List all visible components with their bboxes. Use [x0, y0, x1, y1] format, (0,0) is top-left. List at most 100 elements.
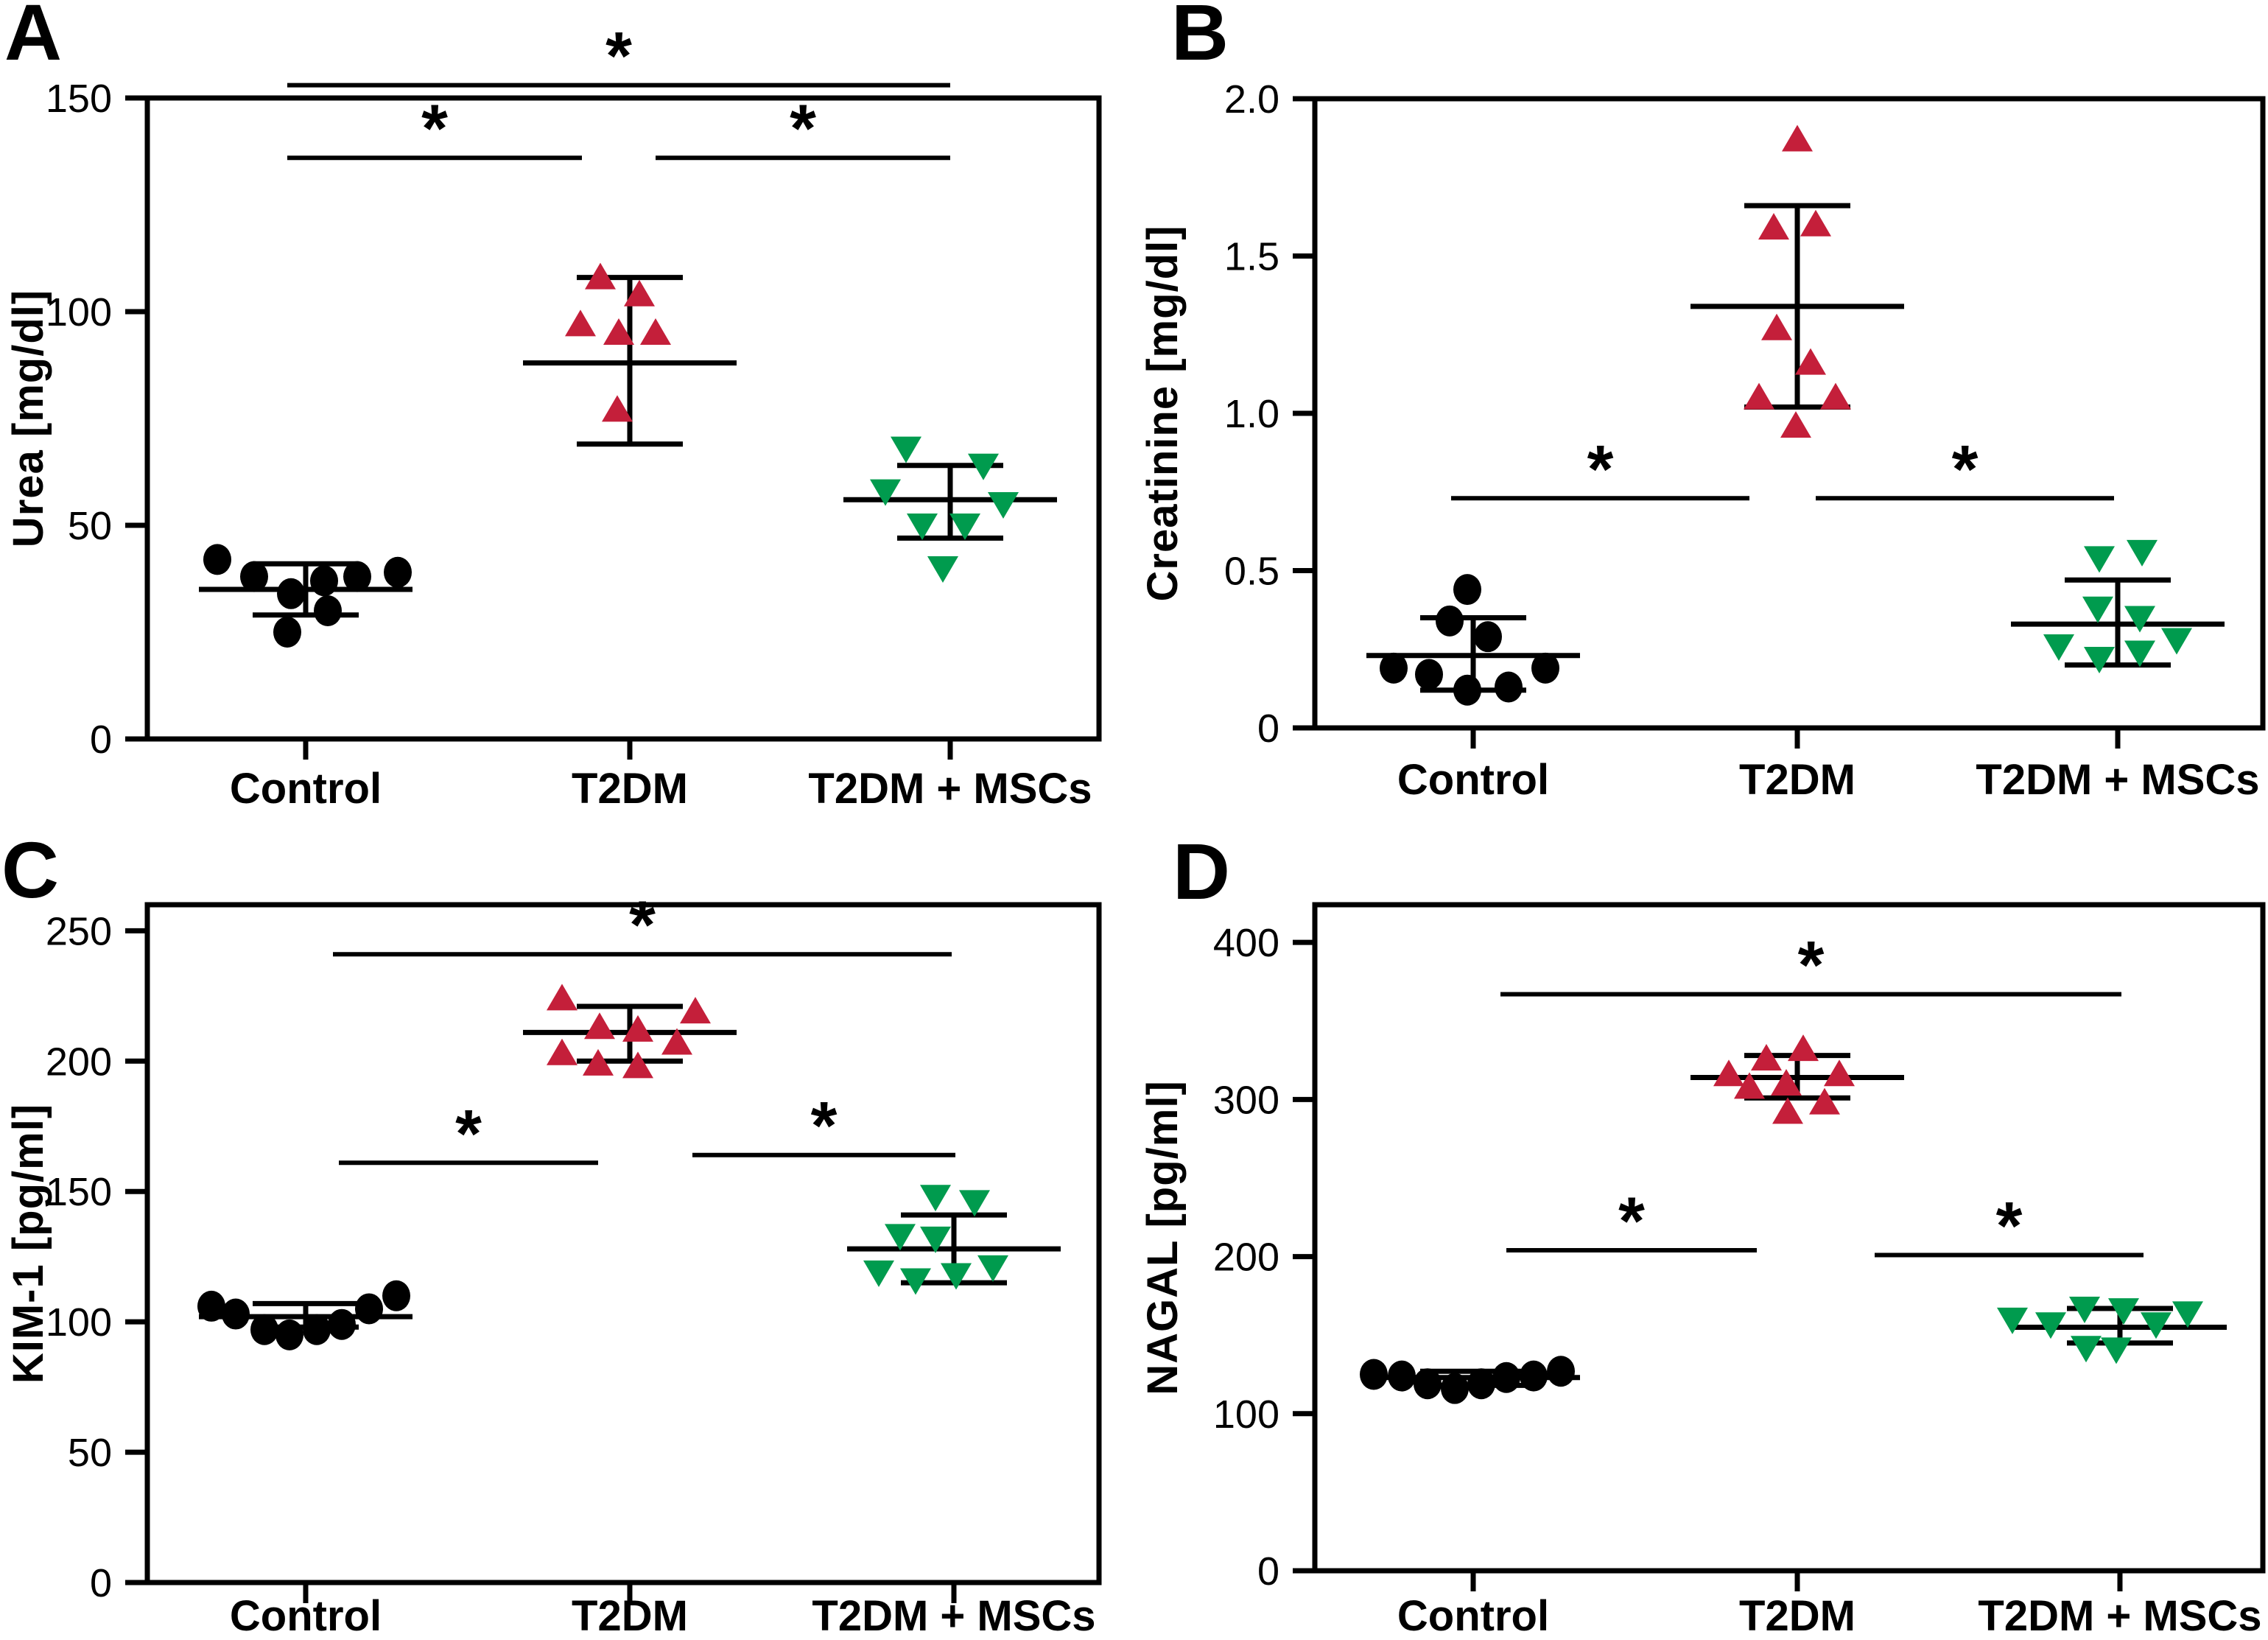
panel-c: C 0 50 100 150 200 250 KIM-1 [pg/ml] Control T2D…	[0, 820, 1134, 1640]
data-point-triangle-up	[1744, 382, 1774, 410]
sig-asterisk: *	[421, 91, 448, 167]
data-point-triangle-up	[547, 984, 577, 1011]
data-point-triangle-down	[870, 479, 901, 506]
sig-asterisk: *	[790, 91, 816, 167]
y-axis-title: NAGAL [pg/ml]	[1139, 1080, 1187, 1395]
data-point-triangle-down	[2108, 1298, 2139, 1325]
data-point-triangle-up	[602, 395, 633, 422]
data-point-triangle-down	[988, 492, 1019, 519]
data-point-circle	[303, 1314, 331, 1345]
data-point-circle	[222, 1298, 250, 1330]
data-point-circle	[1380, 652, 1408, 684]
panel-d-chart: 0 100 200 300 400 NAGAL [pg/ml] Control T2DM T2D…	[1139, 902, 2266, 1640]
data-point-triangle-down	[2084, 647, 2115, 674]
data-point-triangle-up	[1758, 213, 1789, 240]
data-point-triangle-up	[624, 279, 655, 306]
data-point-triangle-up	[1772, 1097, 1803, 1124]
category-label: T2DM + MSCs	[808, 765, 1092, 813]
y-tick-label: 0.5	[1224, 550, 1279, 594]
sig-asterisk: *	[1798, 928, 1825, 1003]
data-point-triangle-down	[2101, 1337, 2132, 1364]
data-point-circle	[1531, 652, 1559, 684]
panel-b: B 0 0.5 1.0 1.5 2.0 Creatinine [mg/dl] Control…	[1134, 0, 2268, 820]
category-label: T2DM + MSCs	[1976, 756, 2259, 804]
data-point-triangle-down	[2124, 640, 2155, 667]
panel-b-chart: 0 0.5 1.0 1.5 2.0 Creatinine [mg/dl] Control T2…	[1139, 77, 2266, 804]
data-point-circle	[343, 561, 371, 592]
sig-asterisk: *	[605, 19, 632, 94]
plot-frame	[144, 95, 1102, 742]
y-tick-label: 1.0	[1224, 392, 1279, 436]
data-point-circle	[1467, 1368, 1495, 1400]
data-point-circle	[1441, 1373, 1469, 1404]
data-point-triangle-up	[584, 1012, 615, 1040]
data-point-circle	[1388, 1360, 1416, 1392]
data-point-triangle-down	[1997, 1307, 2028, 1334]
data-point-triangle-down	[2161, 628, 2192, 655]
y-axis-title: Creatinine [mg/dl]	[1139, 225, 1187, 601]
data-point-triangle-down	[920, 1185, 951, 1212]
y-tick-label: 2.0	[1224, 77, 1279, 122]
data-point-triangle-up	[1780, 411, 1811, 438]
data-point-circle	[197, 1290, 225, 1322]
category-label: T2DM	[572, 765, 688, 813]
data-point-circle	[1453, 574, 1481, 606]
data-point-circle	[1414, 1368, 1442, 1400]
sig-asterisk: *	[811, 1089, 838, 1164]
panel-c-chart: 0 50 100 150 200 250 KIM-1 [pg/ml] Control T2DM T…	[4, 888, 1102, 1640]
data-point-triangle-up	[583, 1048, 614, 1076]
plot-frame	[144, 902, 1102, 1585]
y-tick-label: 150	[46, 77, 112, 121]
data-point-circle	[240, 561, 268, 592]
data-point-triangle-down	[900, 1268, 931, 1295]
data-point-circle	[310, 565, 338, 597]
data-point-triangle-down	[2082, 596, 2113, 623]
data-point-triangle-down	[2071, 1336, 2102, 1363]
data-point-circle	[382, 1280, 410, 1311]
data-point-triangle-down	[2127, 539, 2158, 567]
y-tick-label: 0	[1257, 1549, 1279, 1594]
y-tick-label: 1.5	[1224, 235, 1279, 279]
data-point-triangle-down	[2124, 606, 2155, 633]
data-point-triangle-up	[585, 262, 616, 290]
y-tick-label: 250	[46, 909, 112, 953]
panel-a: A 0 50 100 150 Urea [mg/dl] Control T2DM T2DM +…	[0, 0, 1134, 820]
category-label: T2DM + MSCs	[1978, 1592, 2261, 1640]
sig-asterisk: *	[629, 888, 656, 963]
y-tick-label: 400	[1213, 921, 1279, 965]
category-label: T2DM + MSCs	[812, 1592, 1095, 1640]
data-point-triangle-up	[661, 1028, 692, 1055]
data-point-triangle-down	[885, 1224, 916, 1251]
y-tick-label: 200	[46, 1040, 112, 1084]
data-point-circle	[1495, 671, 1523, 703]
y-tick-label: 50	[68, 504, 112, 548]
panel-d: D 0 100 200 300 400 NAGAL [pg/ml] Control T2DM T…	[1134, 820, 2268, 1640]
data-point-circle	[1492, 1362, 1520, 1393]
data-point-triangle-down	[977, 1255, 1008, 1282]
data-point-triangle-down	[959, 1190, 990, 1217]
data-point-triangle-up	[1788, 1034, 1819, 1062]
data-point-circle	[1520, 1360, 1548, 1392]
y-tick-label: 100	[46, 290, 112, 334]
data-point-triangle-up	[1795, 348, 1826, 375]
data-point-circle	[203, 544, 231, 575]
data-point-triangle-down	[927, 556, 958, 583]
category-label: Control	[230, 765, 382, 813]
data-point-triangle-down	[891, 436, 921, 463]
data-point-circle	[273, 617, 301, 648]
category-label: T2DM	[572, 1592, 688, 1640]
data-point-triangle-up	[1824, 1059, 1855, 1087]
y-axis-title: KIM-1 [pg/ml]	[4, 1104, 52, 1384]
data-point-triangle-up	[1820, 382, 1851, 410]
sig-asterisk: *	[1952, 432, 1979, 507]
data-point-triangle-up	[1800, 209, 1831, 236]
data-point-triangle-down	[2141, 1312, 2172, 1339]
data-point-triangle-up	[622, 1051, 653, 1079]
data-point-circle	[1436, 605, 1464, 637]
data-point-circle	[277, 578, 305, 609]
data-point-triangle-up	[680, 997, 711, 1024]
data-point-triangle-down	[941, 1263, 972, 1290]
data-point-circle	[250, 1314, 278, 1345]
data-point-triangle-down	[2043, 634, 2074, 661]
